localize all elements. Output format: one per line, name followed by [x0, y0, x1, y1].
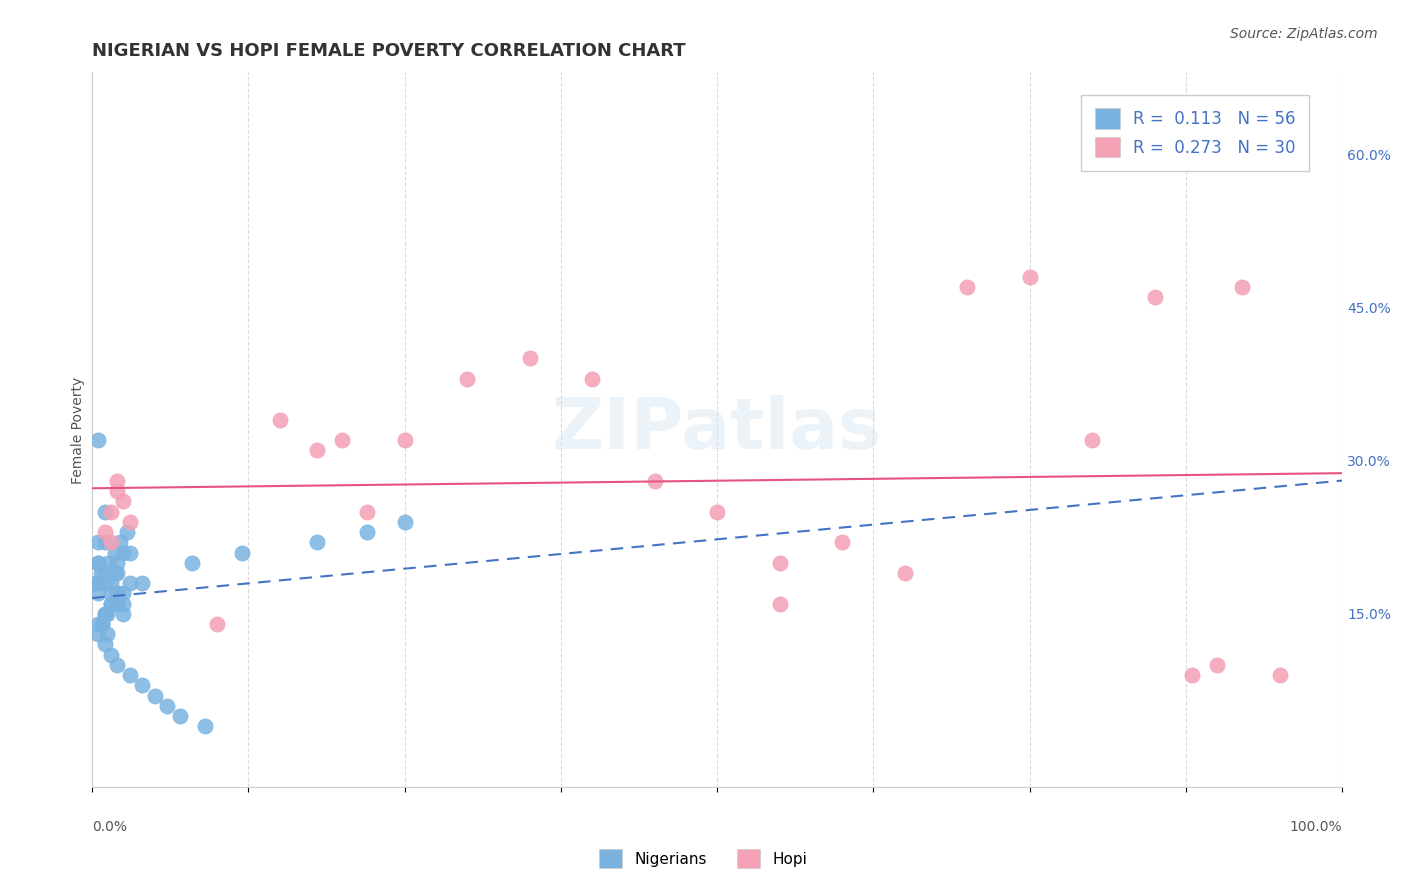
Point	[100, 597, 122, 611]
Text: NIGERIAN VS HOPI FEMALE POVERTY CORRELATION CHART: NIGERIAN VS HOPI FEMALE POVERTY CORRELAT…	[93, 42, 686, 60]
Point	[1268, 668, 1291, 682]
Point	[1181, 668, 1204, 682]
Point	[112, 586, 135, 600]
Point	[93, 525, 115, 540]
Point	[394, 515, 416, 529]
Legend: R =  0.113   N = 56, R =  0.273   N = 30: R = 0.113 N = 56, R = 0.273 N = 30	[1081, 95, 1309, 170]
Point	[118, 576, 141, 591]
Legend: Nigerians, Hopi: Nigerians, Hopi	[592, 841, 814, 875]
Point	[118, 515, 141, 529]
Text: Source: ZipAtlas.com: Source: ZipAtlas.com	[1230, 27, 1378, 41]
Point	[84, 576, 107, 591]
Point	[87, 556, 110, 570]
Point	[112, 494, 135, 508]
Point	[93, 607, 115, 621]
Point	[1143, 290, 1166, 304]
Point	[581, 372, 603, 386]
Point	[706, 505, 728, 519]
Point	[307, 535, 329, 549]
Point	[100, 597, 122, 611]
Y-axis label: Female Poverty: Female Poverty	[72, 376, 86, 483]
Point	[118, 545, 141, 559]
Point	[100, 505, 122, 519]
Point	[1018, 269, 1040, 284]
Point	[87, 535, 110, 549]
Point	[100, 535, 122, 549]
Point	[143, 689, 166, 703]
Point	[519, 351, 541, 366]
Point	[831, 535, 853, 549]
Point	[96, 627, 118, 641]
Point	[93, 505, 115, 519]
Point	[769, 597, 792, 611]
Point	[769, 556, 792, 570]
Point	[87, 627, 110, 641]
Point	[100, 648, 122, 662]
Point	[194, 719, 217, 733]
Point	[91, 617, 114, 632]
Point	[1081, 433, 1104, 447]
Point	[269, 413, 291, 427]
Point	[644, 474, 666, 488]
Point	[169, 709, 191, 723]
Point	[97, 556, 120, 570]
Point	[93, 576, 115, 591]
Text: ZIPatlas: ZIPatlas	[553, 395, 883, 465]
Point	[105, 556, 128, 570]
Point	[181, 556, 204, 570]
Point	[456, 372, 478, 386]
Point	[93, 535, 115, 549]
Point	[205, 617, 228, 632]
Point	[87, 617, 110, 632]
Point	[893, 566, 915, 580]
Point	[356, 525, 378, 540]
Point	[356, 505, 378, 519]
Point	[105, 597, 128, 611]
Point	[96, 607, 118, 621]
Point	[90, 566, 112, 580]
Point	[105, 566, 128, 580]
Point	[112, 545, 135, 559]
Point	[93, 607, 115, 621]
Point	[87, 556, 110, 570]
Point	[112, 597, 135, 611]
Point	[104, 566, 127, 580]
Point	[93, 638, 115, 652]
Point	[91, 617, 114, 632]
Point	[330, 433, 353, 447]
Point	[1206, 657, 1229, 672]
Point	[131, 678, 153, 692]
Point	[105, 474, 128, 488]
Point	[105, 586, 128, 600]
Point	[105, 597, 128, 611]
Point	[307, 443, 329, 458]
Point	[87, 433, 110, 447]
Text: 0.0%: 0.0%	[93, 820, 127, 834]
Point	[131, 576, 153, 591]
Point	[115, 525, 138, 540]
Text: 100.0%: 100.0%	[1289, 820, 1343, 834]
Point	[394, 433, 416, 447]
Point	[1232, 280, 1254, 294]
Point	[105, 484, 128, 499]
Point	[93, 566, 115, 580]
Point	[156, 698, 179, 713]
Point	[231, 545, 253, 559]
Point	[87, 576, 110, 591]
Point	[956, 280, 979, 294]
Point	[112, 607, 135, 621]
Point	[108, 535, 131, 549]
Point	[118, 668, 141, 682]
Point	[100, 576, 122, 591]
Point	[105, 586, 128, 600]
Point	[100, 586, 122, 600]
Point	[104, 545, 127, 559]
Point	[105, 657, 128, 672]
Point	[87, 586, 110, 600]
